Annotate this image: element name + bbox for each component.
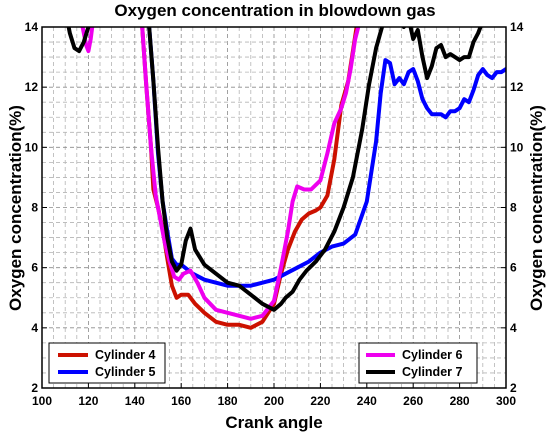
y-tick-label-left: 14 [25,20,39,34]
y-tick-label-left: 2 [31,381,38,395]
series-line-cylinder-4 [140,27,359,330]
y-tick-label-left: 6 [31,261,38,275]
legend-label-cylinder-5: Cylinder 5 [95,365,155,379]
y-tick-label-right: 4 [510,321,517,335]
y-tick-label-right: 2 [510,381,517,395]
x-tick-label: 260 [403,394,423,408]
series-line-cylinder-6 [80,27,95,54]
y-axis-label-left: Oxygen concentration(%) [6,105,25,311]
x-tick-label: 280 [450,394,470,408]
x-tick-label: 220 [310,394,330,408]
x-tick-label: 300 [496,394,516,408]
legend-label-cylinder-6: Cylinder 6 [402,348,462,362]
y-tick-label-right: 10 [510,140,524,154]
legend-right-box [358,342,478,384]
x-tick-label: 180 [218,394,238,408]
y-tick-label-left: 8 [31,201,38,215]
y-tick-label-right: 6 [510,261,517,275]
x-tick-label: 160 [171,394,191,408]
legend-label-cylinder-4: Cylinder 4 [95,348,155,362]
x-axis-label: Crank angle [225,413,322,432]
series-line-cylinder-6 [140,27,361,321]
y-tick-label-left: 12 [25,80,39,94]
y-axis-label-right: Oxygen concentration(%) [527,105,546,311]
x-axis: 100 120 140 160 180 200 220 240 260 280 300 [32,383,516,408]
legend-left: Cylinder 4 Cylinder 5 [48,342,166,384]
y-tick-label-right: 14 [510,20,524,34]
x-tick-label: 140 [125,394,145,408]
y-tick-label-left: 10 [25,140,39,154]
series-line-cylinder-7 [66,27,91,54]
y-tick-label-right: 12 [510,80,524,94]
x-tick-label: 240 [357,394,377,408]
y-axis-right: 2 4 6 8 10 12 14 [501,20,524,395]
x-tick-label: 100 [32,394,52,408]
series-line-cylinder-7 [147,27,483,312]
x-tick-label: 200 [264,394,284,408]
legend-label-cylinder-7: Cylinder 7 [402,365,462,379]
chart-title: Oxygen concentration in blowdown gas [114,1,435,20]
y-tick-label-right: 8 [510,201,517,215]
legend-left-box [48,342,166,384]
x-tick-label: 120 [78,394,98,408]
series-layer [66,27,506,330]
legend-right: Cylinder 6 Cylinder 7 [358,342,478,384]
grid [42,27,506,388]
series-line-cylinder-5 [147,27,506,288]
y-tick-label-left: 4 [31,321,38,335]
y-axis-left: 2 4 6 8 10 12 14 [25,20,47,395]
